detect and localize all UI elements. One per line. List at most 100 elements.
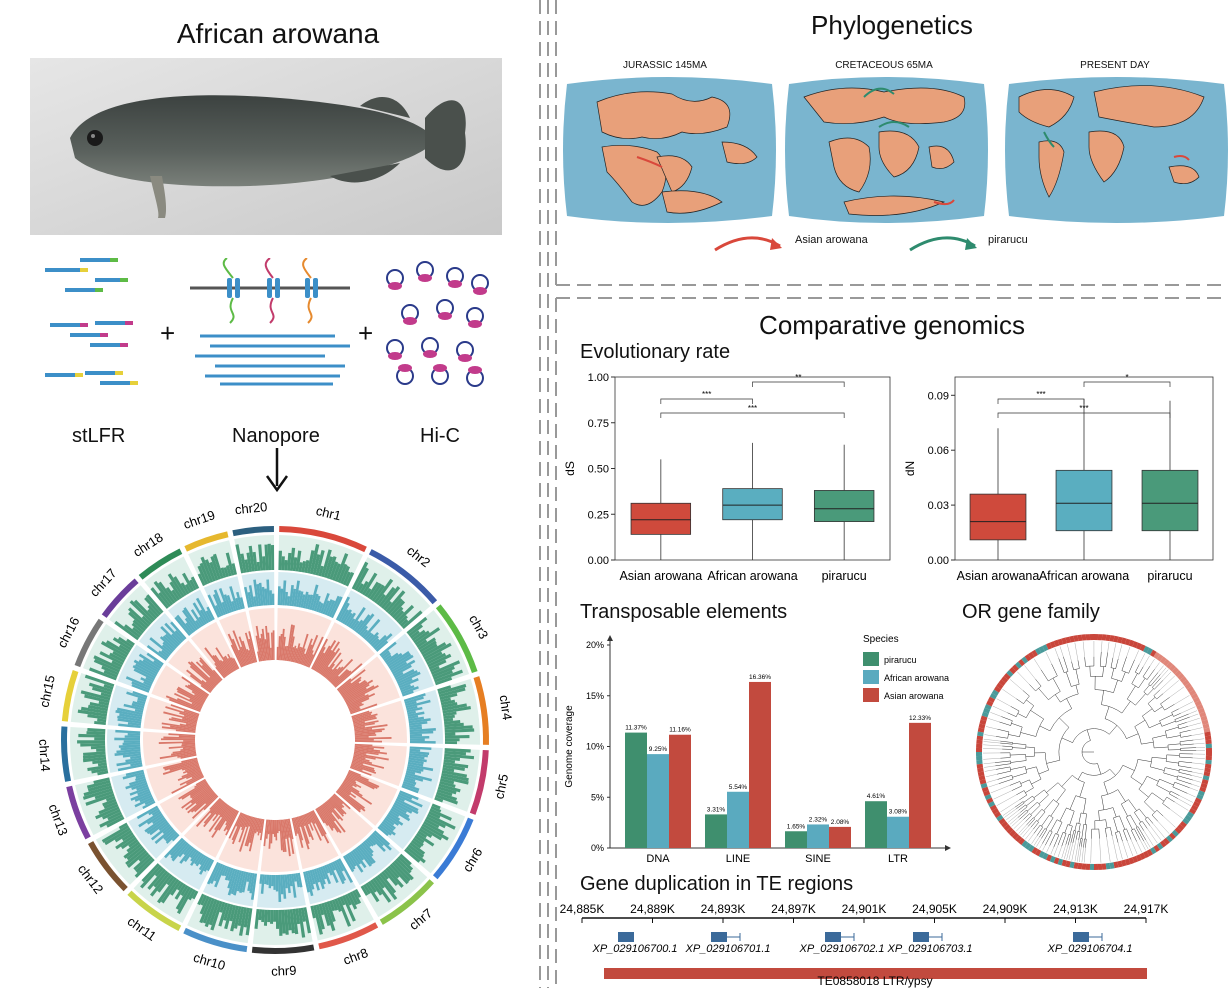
tree-branch bbox=[1071, 661, 1074, 670]
gene-model bbox=[711, 932, 727, 942]
tree-branch bbox=[1051, 663, 1058, 676]
tree-ring-segment bbox=[1057, 638, 1064, 646]
tree-ring-segment bbox=[1174, 670, 1182, 678]
tree-arc bbox=[1131, 828, 1135, 831]
tree-ring-segment bbox=[983, 707, 991, 714]
x-category-label: African arowana bbox=[1039, 569, 1129, 583]
tree-branch bbox=[1019, 794, 1027, 801]
tree-branch bbox=[1063, 656, 1069, 672]
tree-branch bbox=[1017, 809, 1027, 818]
tree-arc bbox=[1172, 782, 1175, 788]
tree-leaf bbox=[1008, 812, 1021, 823]
tree-arc bbox=[1053, 799, 1060, 805]
tree-branch bbox=[1023, 795, 1033, 803]
chromosome-label-chr6: chr6 bbox=[459, 845, 485, 874]
tree-branch bbox=[1043, 799, 1054, 812]
tree-ring-segment bbox=[1179, 820, 1187, 828]
tree-branch bbox=[1046, 782, 1059, 793]
significance-label: *** bbox=[1036, 390, 1045, 399]
tree-branch bbox=[1084, 824, 1087, 840]
tree-branch bbox=[1041, 815, 1050, 827]
tree-arc bbox=[1143, 691, 1148, 696]
tree-leaf bbox=[1187, 722, 1202, 727]
tree-leaf bbox=[1059, 646, 1064, 657]
tree-branch bbox=[1098, 810, 1100, 821]
tree-ring-segment bbox=[1196, 793, 1204, 800]
y-axis-label: dS bbox=[563, 461, 577, 476]
tree-ring-segment bbox=[1132, 641, 1139, 649]
ideogram-chr16 bbox=[74, 618, 104, 668]
tree-branch bbox=[1061, 737, 1073, 743]
tree-ring-segment bbox=[1003, 673, 1011, 681]
tree-leaf bbox=[1130, 839, 1138, 855]
tree-leaf bbox=[983, 741, 1001, 744]
tree-leaf bbox=[1112, 836, 1118, 861]
bar-data-label: 2.08% bbox=[831, 819, 850, 826]
tree-leaf bbox=[1192, 779, 1201, 783]
tree-branch bbox=[1109, 768, 1116, 776]
tree-branch bbox=[1136, 827, 1145, 842]
tree-branch bbox=[1037, 811, 1046, 822]
tree-arc bbox=[1151, 810, 1158, 816]
tree-branch bbox=[1016, 698, 1024, 704]
tree-ring-segment bbox=[1061, 637, 1067, 645]
tree-arc bbox=[1178, 761, 1180, 766]
tree-arc bbox=[1009, 766, 1012, 772]
tree-ring-segment bbox=[987, 801, 996, 808]
tree-branch bbox=[1110, 657, 1114, 668]
tree-ring-segment bbox=[1031, 846, 1038, 855]
tree-arc bbox=[1101, 789, 1118, 797]
tree-branch bbox=[1152, 677, 1161, 688]
tree-ring-segment bbox=[1143, 645, 1150, 654]
tree-leaf bbox=[1190, 727, 1203, 731]
tree-branch bbox=[1173, 712, 1181, 717]
or-gene-tree bbox=[976, 634, 1212, 870]
tree-branch bbox=[1111, 668, 1115, 679]
bar bbox=[887, 816, 909, 848]
tree-branch bbox=[1137, 826, 1147, 841]
tree-branch bbox=[1028, 818, 1035, 827]
fish-photo bbox=[30, 58, 502, 235]
tree-leaf bbox=[1084, 847, 1086, 863]
tree-leaf bbox=[1159, 675, 1175, 691]
tree-leaf bbox=[1143, 655, 1150, 667]
tree-arc bbox=[1026, 809, 1029, 812]
tree-ring-segment bbox=[1001, 820, 1009, 828]
tree-ring-segment bbox=[1009, 667, 1017, 675]
box-2 bbox=[1141, 400, 1199, 560]
tree-branch bbox=[1178, 772, 1192, 776]
chromosome-label-chr20: chr20 bbox=[234, 499, 268, 517]
tree-leaf bbox=[1031, 835, 1038, 844]
tree-arc bbox=[1115, 831, 1120, 833]
tree-ring-segment bbox=[1109, 635, 1115, 642]
bar bbox=[669, 734, 691, 848]
significance-label: *** bbox=[748, 404, 757, 413]
tree-ring-segment bbox=[980, 782, 988, 789]
tree-leaf bbox=[1139, 653, 1146, 665]
tree-arc bbox=[1007, 731, 1010, 739]
tree-branch bbox=[1079, 838, 1081, 847]
tree-leaf bbox=[1112, 643, 1117, 658]
tree-ring-segment bbox=[978, 775, 986, 781]
tree-leaf bbox=[1192, 757, 1205, 759]
ideogram-chr11 bbox=[127, 890, 182, 931]
tree-branch bbox=[1161, 720, 1176, 727]
tree-branch bbox=[1077, 660, 1080, 669]
tree-branch bbox=[1030, 710, 1044, 720]
tree-leaf bbox=[1064, 845, 1069, 859]
tree-branch bbox=[1147, 688, 1154, 696]
tree-branch bbox=[1075, 831, 1079, 840]
tree-branch bbox=[1078, 812, 1082, 824]
tree-arc bbox=[1131, 683, 1139, 689]
tree-ring-segment bbox=[1190, 693, 1199, 700]
tree-ring-segment bbox=[1081, 863, 1087, 870]
tree-branch bbox=[1160, 696, 1170, 705]
tree-arc bbox=[1048, 675, 1058, 682]
tree-ring-segment bbox=[1153, 651, 1160, 660]
tree-branch bbox=[1121, 671, 1126, 682]
tree-branch bbox=[1025, 746, 1035, 748]
tree-branch bbox=[1138, 678, 1146, 689]
tree-leaf bbox=[1025, 829, 1034, 840]
tree-branch bbox=[997, 728, 1009, 733]
tree-ring-segment bbox=[976, 743, 983, 749]
